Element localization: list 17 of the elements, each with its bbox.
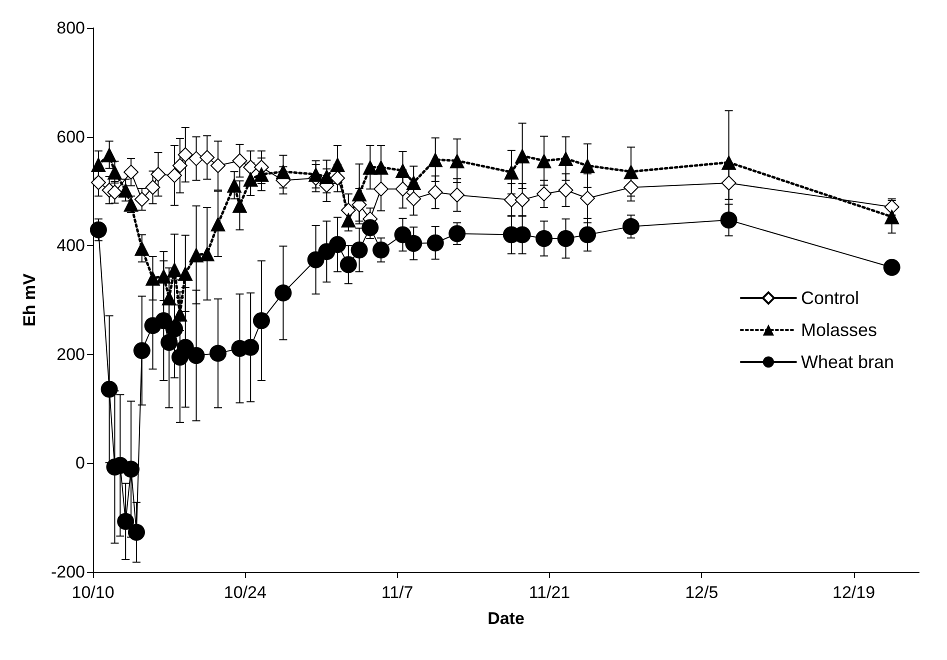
x-tick-label: 10/24 xyxy=(224,583,266,602)
legend-label: Control xyxy=(800,288,859,308)
x-tick-label: 12/5 xyxy=(685,583,718,602)
y-tick-label: 600 xyxy=(56,127,85,146)
y-tick-label: 800 xyxy=(56,18,85,38)
x-axis-title: Date xyxy=(488,609,524,628)
y-tick-label: -200 xyxy=(50,562,85,582)
x-tick-label: 10/10 xyxy=(72,583,114,602)
y-tick-label: 0 xyxy=(76,454,85,473)
x-tick-label: 11/21 xyxy=(528,583,570,602)
x-tick-label: 11/7 xyxy=(381,583,414,602)
y-tick-label: 400 xyxy=(56,236,85,256)
y-tick-label: 200 xyxy=(56,344,85,364)
legend-label: Molasses xyxy=(800,320,877,340)
x-tick-label: 12/19 xyxy=(832,583,876,602)
legend-label: Wheat bran xyxy=(800,352,894,372)
y-axis-title: Eh mV xyxy=(20,272,39,326)
